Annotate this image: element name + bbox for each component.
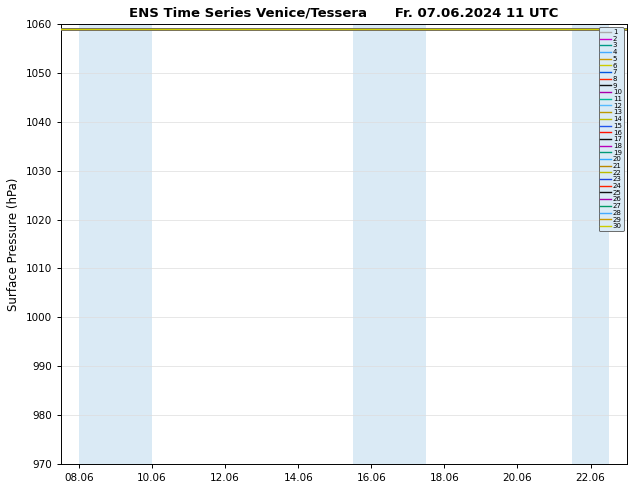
- Y-axis label: Surface Pressure (hPa): Surface Pressure (hPa): [7, 177, 20, 311]
- Bar: [353, 24, 426, 464]
- Title: ENS Time Series Venice/Tessera      Fr. 07.06.2024 11 UTC: ENS Time Series Venice/Tessera Fr. 07.06…: [129, 7, 559, 20]
- Bar: [79, 24, 152, 464]
- Legend: 1, 2, 3, 4, 5, 6, 7, 8, 9, 10, 11, 12, 13, 14, 15, 16, 17, 18, 19, 20, 21, 22, 2: 1, 2, 3, 4, 5, 6, 7, 8, 9, 10, 11, 12, 1…: [598, 27, 624, 231]
- Bar: [573, 24, 609, 464]
